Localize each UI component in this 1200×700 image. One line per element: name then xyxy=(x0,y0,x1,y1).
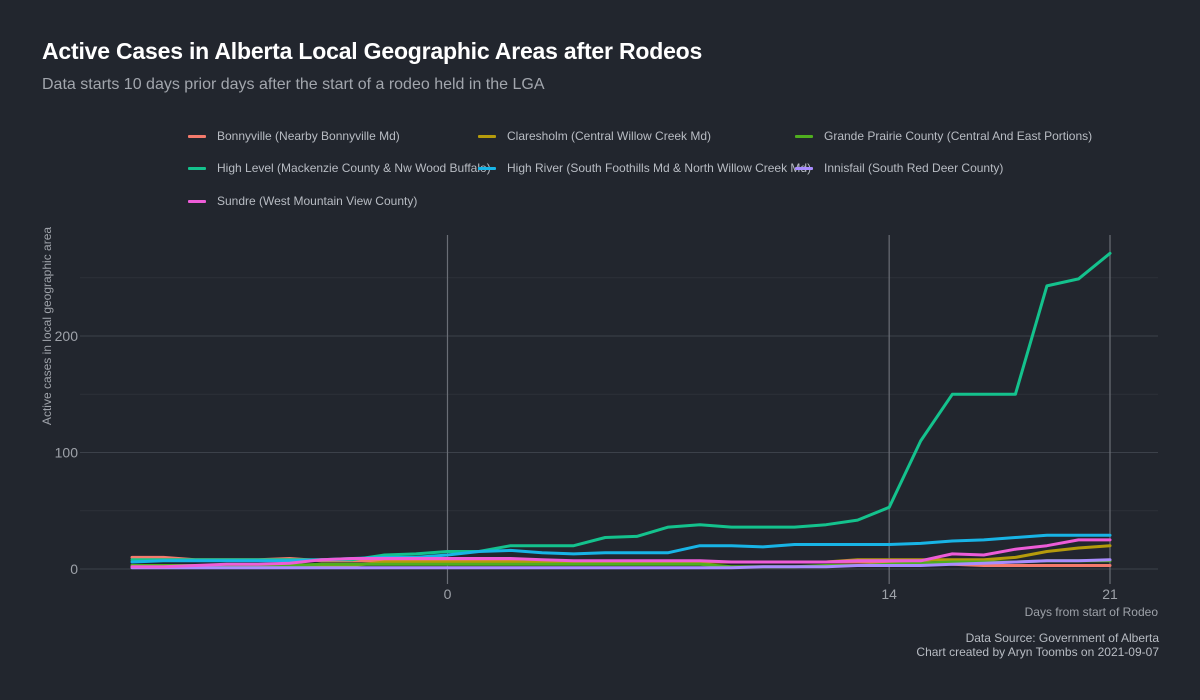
x-axis: 0 14 21 xyxy=(444,586,1118,602)
series-line-innisfail xyxy=(130,558,1112,570)
chart-subtitle: Data starts 10 days prior days after the… xyxy=(42,76,545,93)
chart-title: Active Cases in Alberta Local Geographic… xyxy=(42,38,703,64)
x-tick-label: 0 xyxy=(444,586,452,602)
chart-credit-note: Chart created by Aryn Toombs on 2021-09-… xyxy=(916,645,1159,659)
y-axis: 0 100 200 xyxy=(55,328,79,577)
series-line-high xyxy=(130,251,1112,562)
reference-lines xyxy=(446,235,1111,584)
y-tick-label: 100 xyxy=(55,445,79,461)
series-line-high xyxy=(130,533,1112,564)
x-tick-label: 14 xyxy=(881,586,897,602)
data-source-note: Data Source: Government of Alberta xyxy=(965,631,1159,645)
series-line-sundre xyxy=(130,538,1112,569)
x-axis-title: Days from start of Rodeo xyxy=(1025,605,1159,619)
x-tick-label: 21 xyxy=(1102,586,1118,602)
chart-footer: Data Source: Government of Alberta Chart… xyxy=(916,631,1159,659)
series-lines xyxy=(130,251,1112,570)
y-axis-title: Active cases in local geographic area xyxy=(40,227,54,425)
y-tick-label: 0 xyxy=(70,561,78,577)
gridlines xyxy=(80,277,1158,570)
series-line-grande xyxy=(130,559,1112,569)
y-tick-label: 200 xyxy=(55,328,79,344)
